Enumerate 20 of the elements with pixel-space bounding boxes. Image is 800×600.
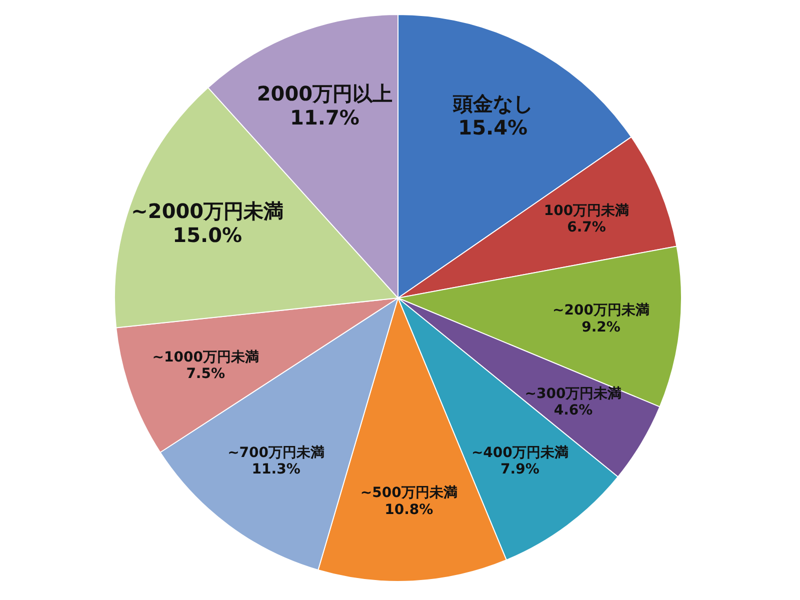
slice-label: ~700万円未満 bbox=[228, 444, 325, 461]
data-label: 15.4% bbox=[458, 115, 528, 140]
data-label: 15.0% bbox=[172, 223, 242, 248]
slice-label: ~200万円未満 bbox=[552, 302, 650, 319]
slice-label: ~2000万円未満 bbox=[131, 199, 284, 224]
slice-label: ~400万円未満 bbox=[471, 444, 568, 461]
data-label: 9.2% bbox=[582, 319, 620, 336]
data-label: 11.3% bbox=[252, 462, 300, 478]
slice-label: 2000万円以上 bbox=[256, 82, 393, 106]
data-label: 7.9% bbox=[500, 462, 540, 478]
slice-label: ~1000万円未満 bbox=[152, 349, 259, 366]
data-label: 10.8% bbox=[384, 502, 434, 518]
data-label: 7.5% bbox=[186, 366, 226, 382]
slice-label: ~300万円未満 bbox=[524, 386, 622, 402]
slice-label: 頭金なし bbox=[452, 91, 533, 116]
data-label: 6.7% bbox=[567, 220, 606, 236]
data-label: 4.6% bbox=[554, 402, 593, 419]
slice-label: ~500万円未満 bbox=[360, 485, 458, 502]
data-label: 11.7% bbox=[290, 106, 360, 130]
slice-label: 100万円未満 bbox=[544, 202, 630, 219]
